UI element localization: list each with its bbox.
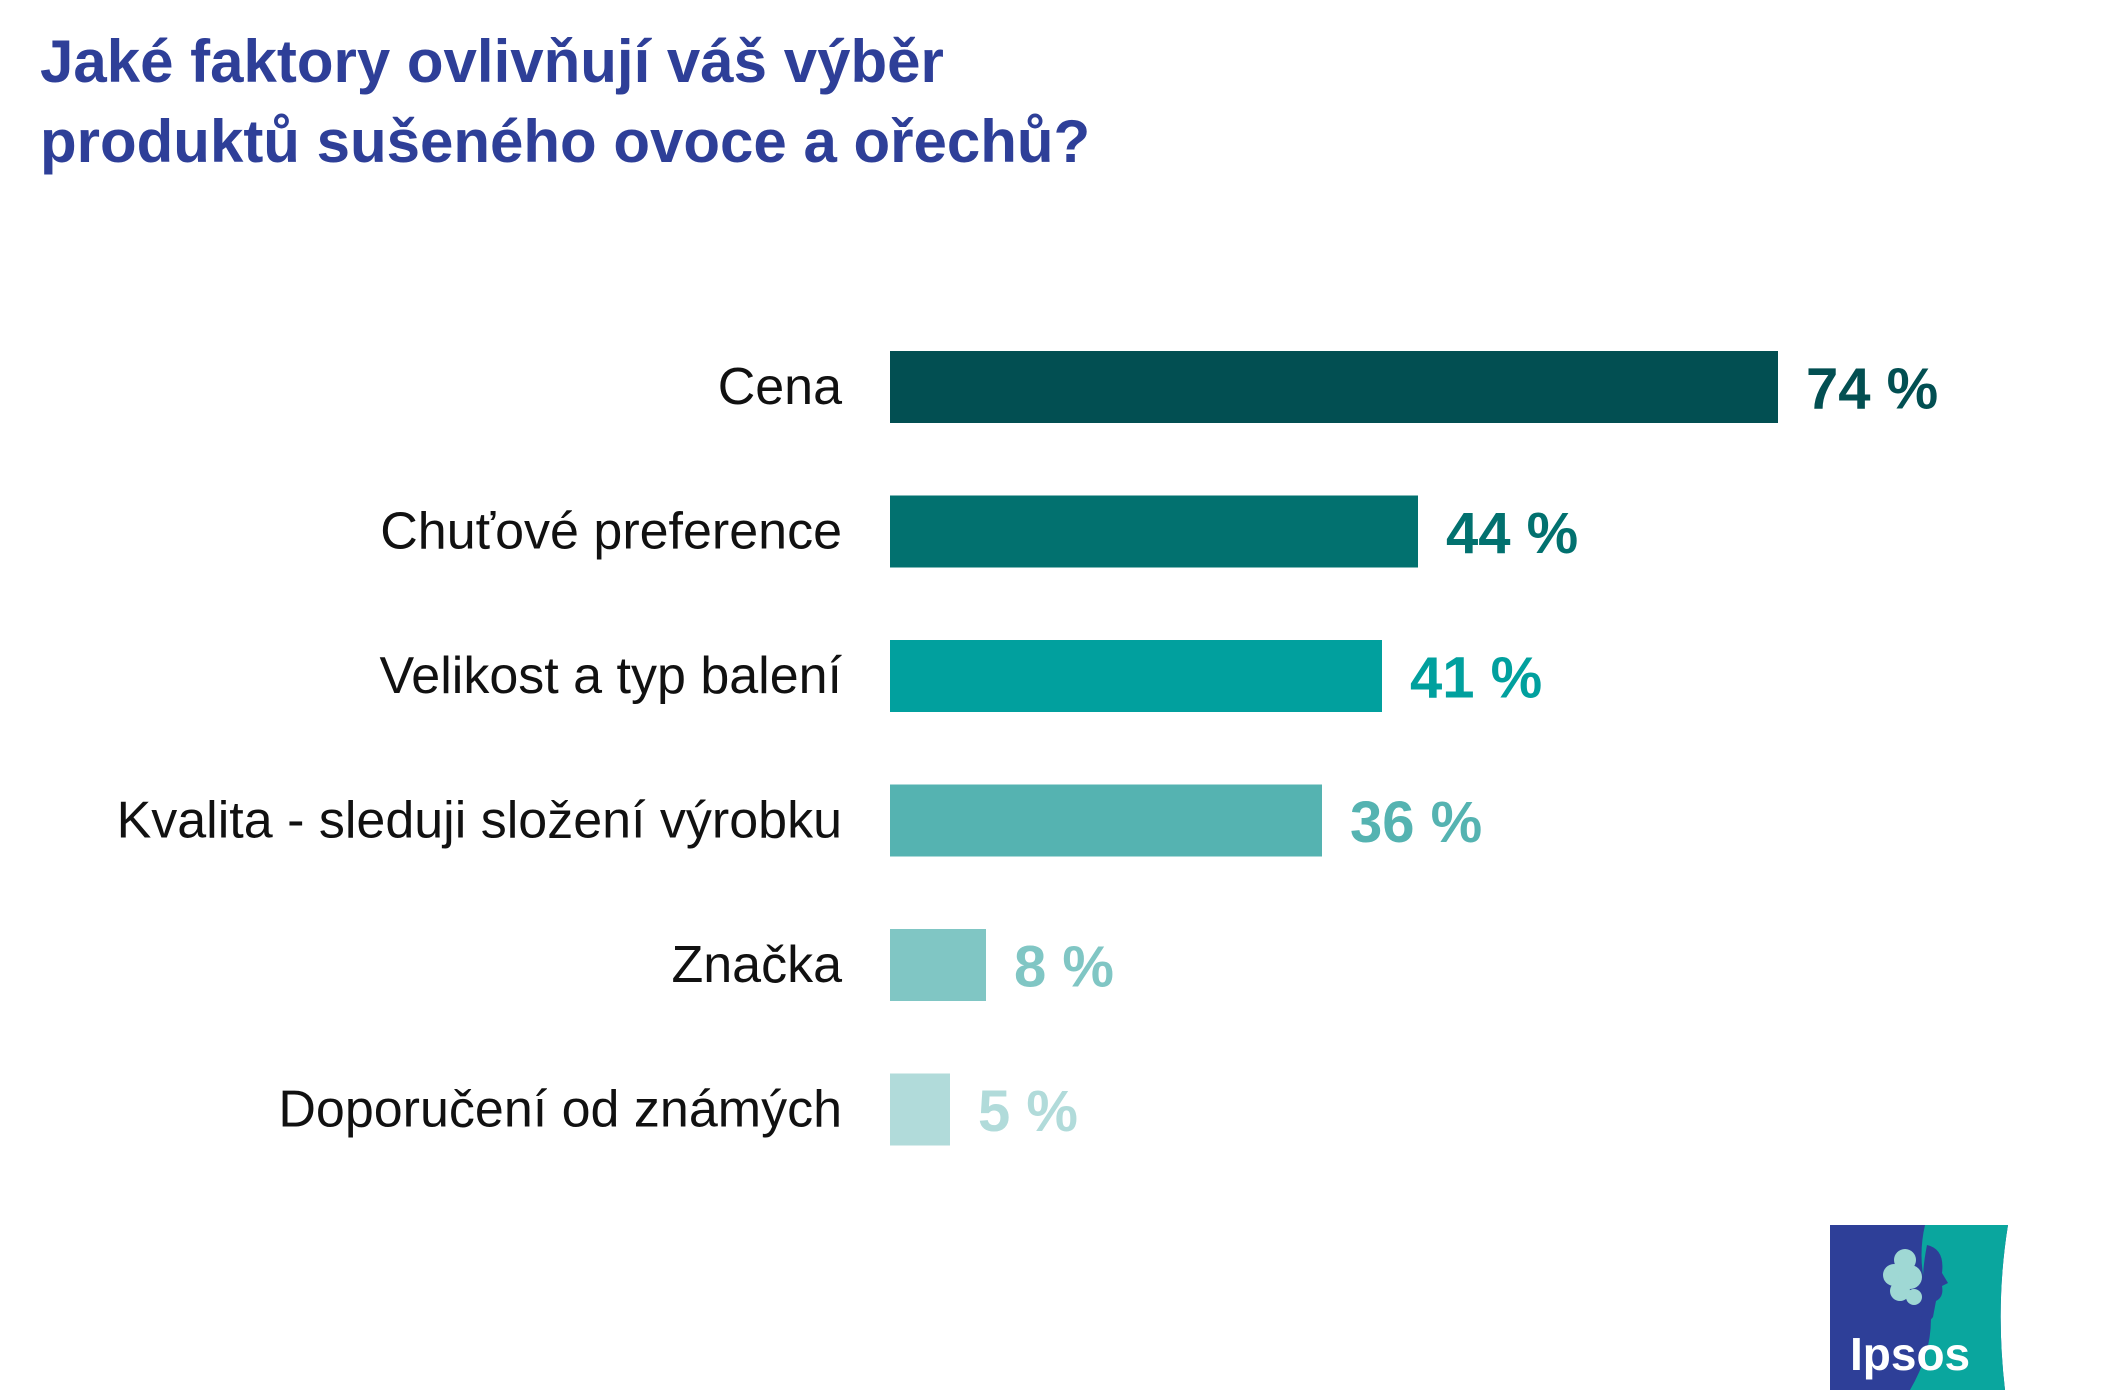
bar bbox=[890, 1073, 950, 1146]
logo-tree-icon bbox=[1883, 1249, 1922, 1305]
chart-title: Jaké faktory ovlivňují váš výběr produkt… bbox=[40, 22, 1090, 182]
bar bbox=[890, 929, 986, 1001]
bar bbox=[890, 784, 1322, 857]
ipsos-logo: Ipsos bbox=[1830, 1225, 2008, 1390]
bar bbox=[890, 495, 1418, 568]
category-label: Kvalita - sleduji složení výrobku bbox=[117, 792, 842, 850]
logo-face-icon bbox=[1918, 1245, 1948, 1333]
value-label: 41 % bbox=[1410, 646, 1542, 711]
value-label: 74 % bbox=[1806, 357, 1938, 422]
category-label: Značka bbox=[671, 936, 842, 994]
category-label: Chuťové preference bbox=[380, 503, 842, 561]
category-label: Velikost a typ balení bbox=[379, 647, 842, 705]
category-label: Doporučení od známých bbox=[278, 1081, 842, 1139]
value-label: 44 % bbox=[1446, 501, 1578, 566]
value-label: 36 % bbox=[1350, 790, 1482, 855]
value-label: 5 % bbox=[978, 1079, 1078, 1144]
chart-title-line-1: Jaké faktory ovlivňují váš výběr bbox=[40, 28, 944, 95]
bar bbox=[890, 351, 1778, 423]
chart-title-line-2: produktů sušeného ovoce a ořechů? bbox=[40, 108, 1091, 175]
value-label: 8 % bbox=[1014, 935, 1114, 1000]
bar bbox=[890, 640, 1382, 712]
logo-text: Ipsos bbox=[1850, 1328, 1970, 1380]
category-label: Cena bbox=[718, 358, 842, 416]
